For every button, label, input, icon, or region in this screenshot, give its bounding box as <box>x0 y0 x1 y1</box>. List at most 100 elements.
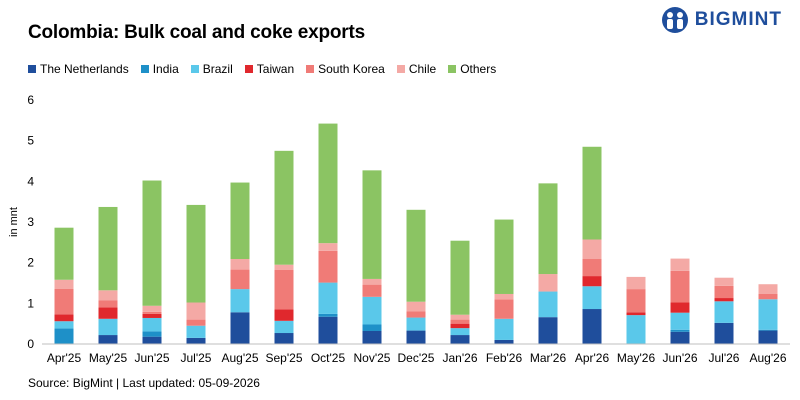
x-tick-label: Jan'26 <box>443 351 478 365</box>
bar-segment <box>142 331 162 337</box>
bar-segment <box>186 319 206 326</box>
bar-segment <box>54 328 74 344</box>
legend-swatch <box>28 65 36 73</box>
legend-swatch <box>244 65 253 73</box>
chart-title: Colombia: Bulk coal and coke exports <box>28 22 365 43</box>
bar-segment <box>450 335 470 344</box>
legend-label: Brazil <box>202 62 233 76</box>
legend-swatch <box>140 65 149 73</box>
bar-segment <box>186 204 206 303</box>
legend-swatch <box>396 65 405 73</box>
x-tick-label: May'25 <box>89 351 128 365</box>
legend-label: Taiwan <box>256 62 295 76</box>
x-tick-label: Nov'25 <box>354 351 391 365</box>
bar-segment <box>142 336 162 344</box>
bar-segment <box>406 311 426 318</box>
bar-segment <box>714 298 734 302</box>
x-tick-label: Jun'26 <box>663 351 698 365</box>
x-tick-label: Apr'26 <box>575 351 610 365</box>
bar-segment <box>626 315 646 344</box>
bar-segment <box>538 291 558 318</box>
legend-item: Chile <box>396 62 436 76</box>
x-tick-label: Oct'25 <box>311 351 346 365</box>
bar-segment <box>98 307 118 319</box>
y-tick-label: 6 <box>27 93 34 107</box>
bar-segment <box>714 285 734 299</box>
bar-segment <box>274 264 294 270</box>
bar-segment <box>362 296 382 325</box>
bar-segment <box>406 209 426 302</box>
logo-text: BIGMINT <box>694 9 782 30</box>
legend-label: South Korea <box>318 62 385 76</box>
x-tick-label: Jul'26 <box>709 351 740 365</box>
bar-segment <box>54 314 74 322</box>
bar-segment <box>582 239 602 260</box>
legend-swatch <box>306 65 315 73</box>
bar-segment <box>362 284 382 297</box>
bar-segment <box>538 274 558 292</box>
bar-segment <box>318 243 338 251</box>
people-icon <box>661 7 688 33</box>
bar-segment <box>450 240 470 315</box>
x-tick-label: Apr'25 <box>47 351 82 365</box>
bar-segment <box>582 286 602 310</box>
bar-segment <box>274 269 294 310</box>
bar-segment <box>494 339 514 344</box>
bar-segment <box>274 150 294 265</box>
x-tick-label: Feb'26 <box>486 351 523 365</box>
bar-segment <box>186 337 206 344</box>
legend-swatch <box>448 65 457 73</box>
bar-segment <box>230 269 250 290</box>
bar-segment <box>582 259 602 277</box>
legend-item: The Netherlands <box>28 62 129 76</box>
bar-segment <box>714 277 734 286</box>
bar-segment <box>582 146 602 240</box>
brand-logo: BIGMINT <box>661 6 782 34</box>
bar-segment <box>758 293 778 300</box>
bar-segment <box>274 309 294 321</box>
bar-segment <box>362 330 382 344</box>
legend-item: Brazil <box>190 62 233 76</box>
source-note: Source: BigMint | Last updated: 05-09-20… <box>28 376 260 390</box>
legend-item: Others <box>448 62 496 76</box>
bar-segment <box>98 300 118 308</box>
bar-segment <box>714 301 734 323</box>
y-tick-label: 5 <box>27 134 34 148</box>
bar-segment <box>362 278 382 285</box>
bar-segment <box>450 319 470 324</box>
bar-segment <box>406 317 426 331</box>
bar-segment <box>230 312 250 344</box>
bar-segment <box>626 289 646 313</box>
y-tick-label: 3 <box>27 215 34 229</box>
x-tick-label: Aug'25 <box>222 351 259 365</box>
bar-segment <box>670 258 690 271</box>
bar-segment <box>494 318 514 340</box>
bar-segment <box>54 227 74 280</box>
bar-segment <box>582 276 602 287</box>
bar-segment <box>54 279 74 289</box>
bar-segment <box>670 302 690 313</box>
bar-segment <box>230 259 250 270</box>
bar-segment <box>758 330 778 344</box>
bar-segment <box>582 309 602 344</box>
bar-segment <box>670 329 690 332</box>
x-tick-label: Sep'25 <box>266 351 303 365</box>
bar-segment <box>758 299 778 330</box>
bar-segment <box>142 311 162 314</box>
x-tick-label: Mar'26 <box>530 351 567 365</box>
bar-segment <box>494 293 514 300</box>
bar-segment <box>274 333 294 344</box>
bar-segment <box>186 325 206 338</box>
bar-segment <box>98 318 118 336</box>
x-tick-label: May'26 <box>617 351 656 365</box>
bar-segment <box>142 313 162 318</box>
bar-segment <box>362 324 382 331</box>
bar-segment <box>98 335 118 344</box>
bar-segment <box>318 282 338 314</box>
bar-segment <box>494 219 514 294</box>
legend-item: India <box>140 62 179 76</box>
bar-segment <box>274 320 294 334</box>
bar-segment <box>758 284 778 294</box>
legend: The Netherlands India Brazil Taiwan South Ko… <box>28 62 496 76</box>
legend-label: Others <box>460 62 497 76</box>
